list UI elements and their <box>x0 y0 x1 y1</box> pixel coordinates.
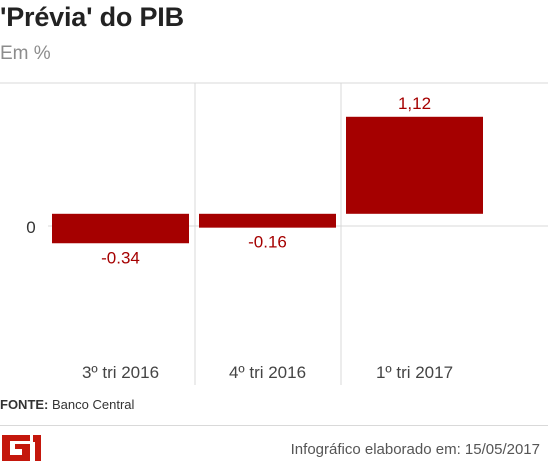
zero-tick-label: 0 <box>26 218 35 237</box>
category-label-3: 1º tri 2017 <box>376 363 453 382</box>
bars-group: -0.34 3º tri 2016 -0.16 4º tri 2016 1,12 1º t… <box>52 94 483 382</box>
category-label-1: 3º tri 2016 <box>82 363 159 382</box>
bar-value-label-3: 1,12 <box>398 94 431 113</box>
chart-subtitle: Em % <box>0 43 51 64</box>
bar-3 <box>346 116 483 214</box>
bar-1 <box>52 213 189 244</box>
bar-value-label-2: -0.16 <box>248 233 287 252</box>
bar-value-label-1: -0.34 <box>101 248 140 267</box>
bar-chart: 0 -0.34 3º tri 2016 -0.16 4º tri 2016 1,12 1º… <box>0 82 548 385</box>
category-label-2: 4º tri 2016 <box>229 363 306 382</box>
footer-credit: Infográfico elaborado em: 15/05/2017 <box>290 441 540 458</box>
chart-title: 'Prévia' do PIB <box>0 2 184 32</box>
source-value: Banco Central <box>52 397 135 412</box>
footer-divider <box>0 425 548 426</box>
bar-2 <box>199 213 336 228</box>
source-note: FONTE: Banco Central <box>0 397 134 412</box>
source-label: FONTE: <box>0 397 49 412</box>
g1-logo <box>2 435 41 461</box>
